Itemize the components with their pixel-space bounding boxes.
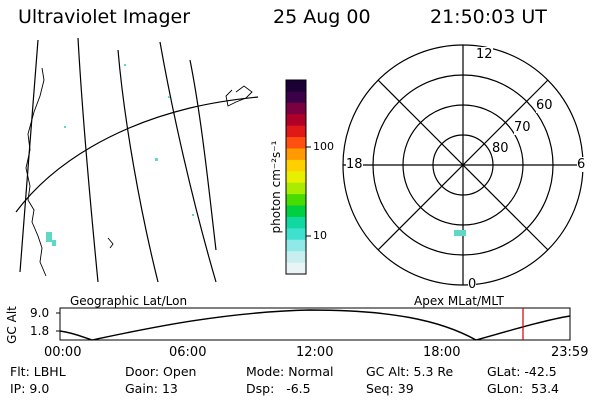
coastline xyxy=(25,67,47,277)
time-tick: 12:00 xyxy=(296,345,334,360)
lat-label-70: 70 xyxy=(514,120,531,135)
colorbar-band xyxy=(286,137,306,150)
date-label: 25 Aug 00 xyxy=(273,6,371,28)
polar-diagonal xyxy=(377,79,549,251)
colorbar-band xyxy=(286,80,306,93)
lat-label-60: 60 xyxy=(536,98,553,113)
lat-label-80: 80 xyxy=(492,141,509,156)
auroral-emission-spot xyxy=(454,230,466,236)
colorbar-band xyxy=(286,114,306,127)
colorbar-band xyxy=(286,102,306,115)
altitude-curve xyxy=(59,309,571,341)
colorbar-band xyxy=(286,205,306,218)
colorbar-band xyxy=(286,251,306,264)
time-label: 21:50:03 UT xyxy=(430,6,547,28)
emission-speckle xyxy=(64,126,66,128)
emission-speckle xyxy=(46,232,52,242)
mlt-label-0: 0 xyxy=(468,277,477,292)
colorbar-tick-100: 100 xyxy=(313,140,334,153)
emission-speckle xyxy=(52,240,56,246)
time-tick: 06:00 xyxy=(169,345,207,360)
status-dsp: Dsp: -6.5 xyxy=(246,381,311,396)
status-glon: GLon: 53.4 xyxy=(487,381,560,396)
status-gc-alt: GC Alt: 5.3 Re xyxy=(366,364,454,379)
colorbar-band xyxy=(286,228,306,241)
time-tick: 18:00 xyxy=(423,345,461,360)
longitude-line xyxy=(77,37,99,283)
colorbar-band xyxy=(286,216,306,229)
mlt-label-6: 6 xyxy=(577,157,586,172)
colorbar-band xyxy=(286,262,306,275)
emission-speckle xyxy=(192,214,194,216)
latitude-line xyxy=(15,96,259,213)
colorbar-band xyxy=(286,125,306,138)
colorbar-band xyxy=(286,194,306,207)
emission-speckle xyxy=(168,96,170,98)
status-ip: IP: 9.0 xyxy=(10,381,50,396)
altitude-tick-low: 1.8 xyxy=(30,324,50,338)
colorbar-band xyxy=(286,239,306,252)
time-tick: 00:00 xyxy=(44,345,82,360)
colorbar-tick-10: 10 xyxy=(313,229,327,242)
emission-speckle xyxy=(155,158,158,161)
colorbar-band xyxy=(286,171,306,184)
coastline xyxy=(225,85,253,107)
longitude-line xyxy=(159,41,217,283)
time-tick: 23:59 xyxy=(551,345,589,360)
emission-speckle xyxy=(124,64,126,66)
longitude-line xyxy=(189,59,217,251)
longitude-line xyxy=(117,49,159,283)
colorbar-band xyxy=(286,159,306,172)
colorbar-band xyxy=(286,91,306,104)
coastline xyxy=(107,237,114,249)
colorbar-band xyxy=(286,148,306,161)
status-glat: GLat: -42.5 xyxy=(487,364,557,379)
status-seq: Seq: 39 xyxy=(366,381,414,396)
altitude-tick-high: 9.0 xyxy=(30,306,50,320)
instrument-title: Ultraviolet Imager xyxy=(18,6,191,28)
status-mode: Mode: Normal xyxy=(246,364,334,379)
altitude-axis-label: GC Alt xyxy=(5,306,19,344)
status-gain: Gain: 13 xyxy=(125,381,178,396)
mlt-label-12: 12 xyxy=(476,47,493,62)
mlt-label-18: 18 xyxy=(346,157,363,172)
apex-grid-label: Apex MLat/MLT xyxy=(414,294,504,308)
colorbar-band xyxy=(286,182,306,195)
geographic-grid-label: Geographic Lat/Lon xyxy=(70,294,188,308)
status-filter: Flt: LBHL xyxy=(10,364,66,379)
status-door: Door: Open xyxy=(125,364,197,379)
